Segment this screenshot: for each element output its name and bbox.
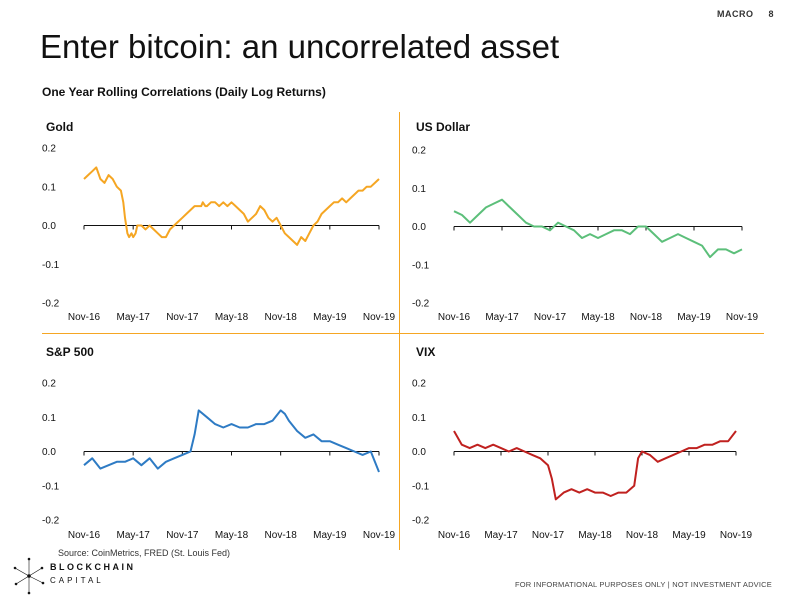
section-label: MACRO [716, 9, 754, 19]
chart-subtitle: One Year Rolling Correlations (Daily Log… [42, 85, 326, 99]
x-tick-label: Nov-19 [363, 312, 396, 323]
logo-text-line2: CAPITAL [50, 576, 104, 585]
y-tick-label: 0.0 [412, 222, 426, 233]
x-tick-label: May-17 [484, 530, 518, 541]
y-tick-label: -0.2 [412, 299, 430, 310]
y-tick-label: 0.2 [42, 379, 56, 390]
vix-chart: 0.2 0.1 0.0 -0.1 -0.2 Nov-16 May-17 Nov-17 May-1… [412, 379, 753, 542]
y-tick-label: 0.2 [42, 144, 56, 155]
series-line [453, 198, 743, 259]
y-tick-label: 0.2 [412, 379, 426, 390]
y-tick-label: 0.1 [412, 413, 426, 424]
x-tick-label: May-19 [672, 530, 706, 541]
logo-mark-icon [13, 557, 45, 595]
x-tick-label: Nov-18 [630, 312, 663, 323]
series-line [83, 409, 380, 473]
x-tick-label: May-19 [313, 312, 347, 323]
x-tick-label: Nov-18 [626, 530, 659, 541]
page-number: 8 [768, 9, 774, 19]
x-tick-label: Nov-17 [166, 530, 199, 541]
y-tick-label: -0.1 [412, 260, 430, 271]
y-tick-label: -0.2 [412, 516, 430, 527]
x-tick-label: Nov-16 [438, 530, 471, 541]
company-logo: BLOCKCHAIN CAPITAL [12, 556, 152, 596]
y-tick-label: 0.1 [42, 413, 56, 424]
x-tick-label: Nov-18 [265, 530, 298, 541]
us-dollar-panel: US Dollar 0.2 0.1 0.0 -0.1 -0.2 Nov-16 May-17 N… [412, 120, 768, 335]
series-line [453, 430, 737, 501]
x-tick-label: May-18 [215, 312, 249, 323]
panel-title: US Dollar [416, 120, 471, 134]
x-tick-label: May-17 [116, 312, 150, 323]
x-tick-label: Nov-16 [68, 530, 101, 541]
disclaimer: FOR INFORMATIONAL PURPOSES ONLY | NOT IN… [514, 580, 772, 589]
x-tick-label: Nov-19 [363, 530, 396, 541]
y-tick-label: -0.2 [42, 516, 60, 527]
y-tick-label: -0.1 [42, 481, 60, 492]
panel-title: VIX [416, 345, 436, 359]
x-tick-label: Nov-18 [265, 312, 298, 323]
x-tick-label: May-17 [116, 530, 150, 541]
x-tick-label: Nov-17 [166, 312, 199, 323]
panel-title: S&P 500 [46, 345, 94, 359]
us-dollar-chart: 0.2 0.1 0.0 -0.1 -0.2 Nov-16 May-17 Nov-17 May-1… [412, 146, 759, 324]
gold-chart: 0.2 0.1 0.0 -0.1 -0.2 Nov-16 May-17 Nov-17 May-1… [42, 144, 396, 324]
y-tick-label: 0.0 [42, 221, 56, 232]
x-tick-label: May-18 [215, 530, 249, 541]
sp500-chart: 0.2 0.1 0.0 -0.1 -0.2 Nov-16 May-17 Nov-17 May-1… [42, 379, 396, 542]
y-tick-label: -0.2 [42, 299, 60, 310]
x-tick-label: Nov-16 [68, 312, 101, 323]
y-tick-label: -0.1 [412, 481, 430, 492]
source-note: Source: CoinMetrics, FRED (St. Louis Fed… [58, 548, 231, 558]
x-tick-label: Nov-19 [726, 312, 759, 323]
x-tick-label: May-18 [581, 312, 615, 323]
y-tick-label: 0.0 [42, 447, 56, 458]
x-tick-label: May-18 [578, 530, 612, 541]
horizontal-divider [42, 333, 764, 334]
x-tick-label: Nov-17 [534, 312, 567, 323]
page-header-tag: MACRO 8 [705, 9, 774, 19]
panel-title: Gold [46, 120, 74, 134]
sp500-panel: S&P 500 0.2 0.1 0.0 -0.1 -0.2 Nov-16 May-17 Nov… [42, 345, 398, 560]
vertical-divider [399, 112, 400, 550]
y-tick-label: 0.1 [412, 184, 426, 195]
y-tick-label: 0.0 [412, 447, 426, 458]
vix-panel: VIX 0.2 0.1 0.0 -0.1 -0.2 Nov-16 May-17 Nov-17 M… [412, 345, 768, 560]
x-tick-label: May-17 [485, 312, 519, 323]
y-tick-label: 0.1 [42, 182, 56, 193]
series-line [83, 166, 380, 246]
y-tick-label: -0.1 [42, 260, 60, 271]
gold-panel: Gold 0.2 0.1 0.0 -0.1 -0.2 Nov-16 May-17 Nov-17… [42, 120, 398, 335]
page-title: Enter bitcoin: an uncorrelated asset [40, 28, 560, 65]
y-tick-label: 0.2 [412, 146, 426, 157]
x-tick-label: May-19 [313, 530, 347, 541]
x-tick-label: May-19 [677, 312, 711, 323]
x-tick-label: Nov-17 [532, 530, 565, 541]
x-tick-label: Nov-19 [720, 530, 753, 541]
x-tick-label: Nov-16 [438, 312, 471, 323]
logo-text-line1: BLOCKCHAIN [50, 562, 136, 572]
